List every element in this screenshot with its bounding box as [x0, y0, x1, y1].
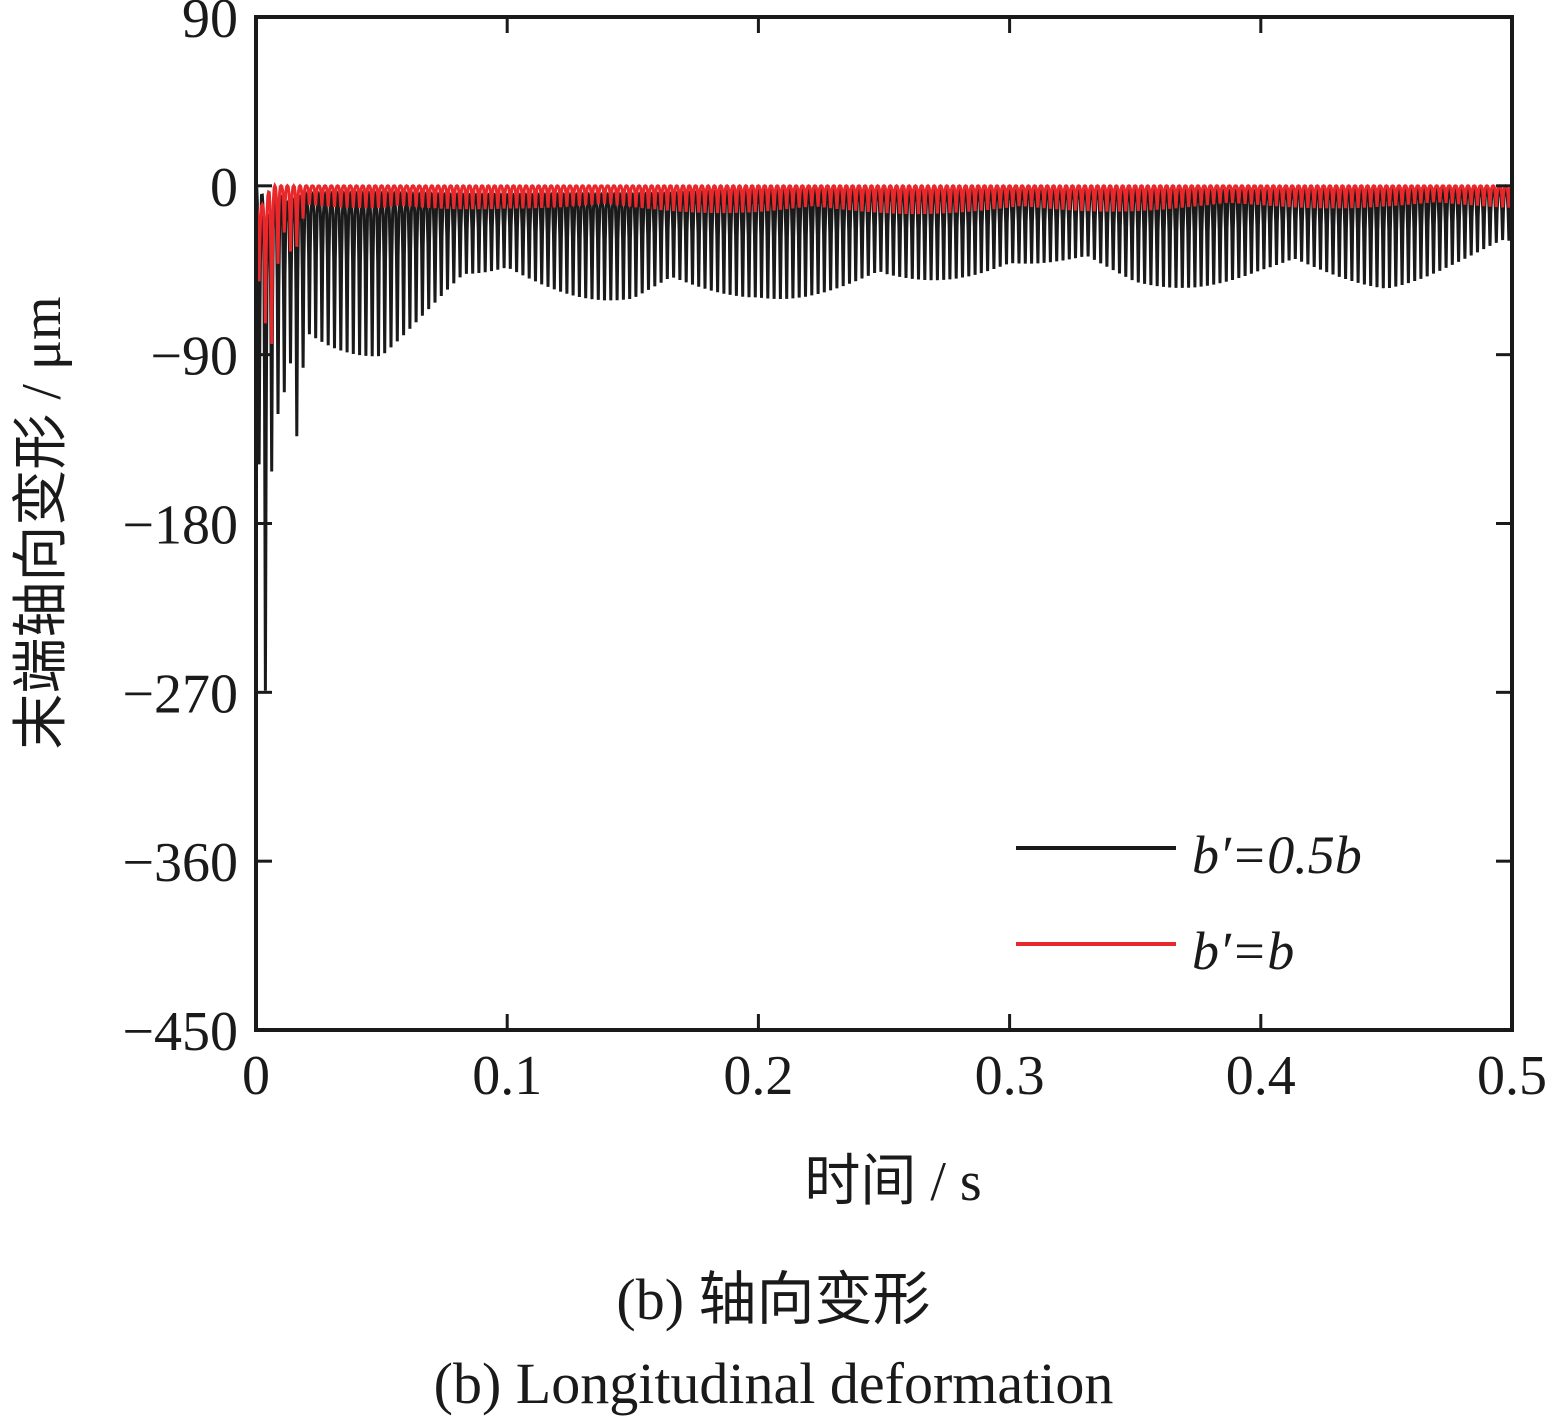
y-tick-label: −90: [150, 326, 238, 388]
x-axis-title: 时间 / s: [804, 1151, 981, 1213]
legend: b′=0.5b b′=b: [1016, 825, 1362, 981]
series-layer: [254, 181, 1514, 691]
x-tick-label: 0.1: [472, 1045, 542, 1107]
legend-label-series-2: b′=b: [1192, 921, 1294, 981]
y-ticks: 90 0 −90 −180 −270 −360 −450: [122, 0, 1512, 1063]
y-tick-label: −180: [122, 495, 238, 557]
y-tick-label: −270: [122, 663, 238, 725]
plot-frame: [254, 15, 1514, 1032]
y-tick-label: 90: [182, 0, 238, 50]
series-line-2: [254, 181, 1513, 345]
x-tick-label: 0.4: [1226, 1045, 1296, 1107]
y-tick-label: −360: [122, 832, 238, 894]
x-tick-label: 0.2: [723, 1045, 793, 1107]
y-axis-title: 末端轴向变形 / μm: [11, 296, 73, 749]
figure-caption-english: (b) Longitudinal deformation: [433, 1351, 1114, 1416]
figure-caption-chinese: (b) 轴向变形: [616, 1267, 931, 1332]
x-tick-label: 0: [242, 1045, 270, 1107]
x-ticks: 0 0.1 0.2 0.3 0.4 0.5: [242, 17, 1547, 1107]
x-tick-label: 0.3: [975, 1045, 1045, 1107]
x-tick-label: 0.5: [1477, 1045, 1547, 1107]
legend-label-series-1: b′=0.5b: [1192, 825, 1362, 885]
y-tick-label: 0: [210, 157, 238, 219]
series-line-1: [254, 185, 1514, 691]
y-tick-label: −450: [122, 1001, 238, 1063]
